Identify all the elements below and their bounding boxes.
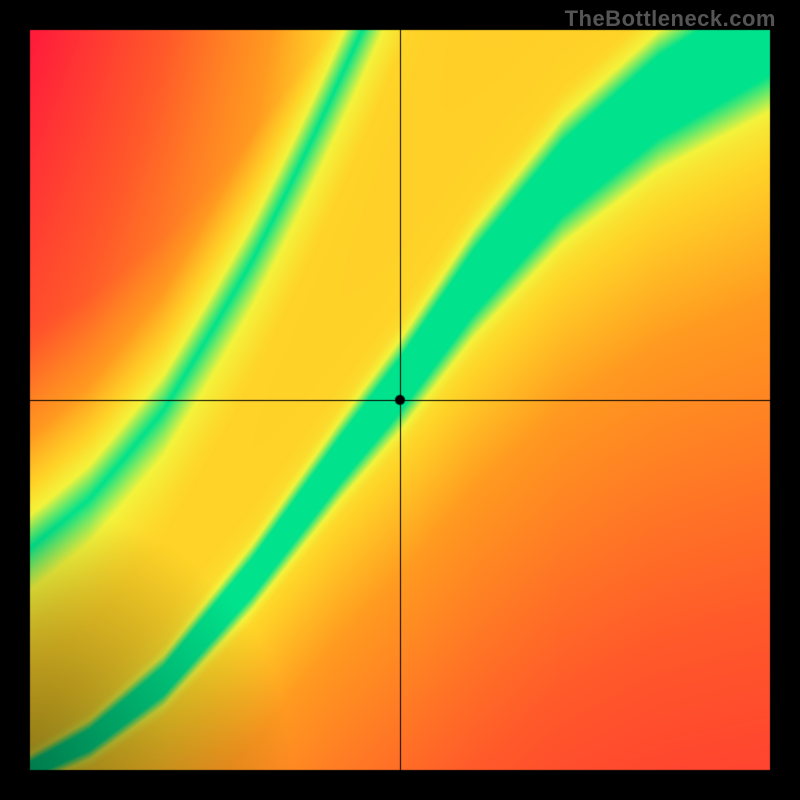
bottleneck-heatmap [0, 0, 800, 800]
chart-container: TheBottleneck.com [0, 0, 800, 800]
watermark-text: TheBottleneck.com [565, 6, 776, 32]
